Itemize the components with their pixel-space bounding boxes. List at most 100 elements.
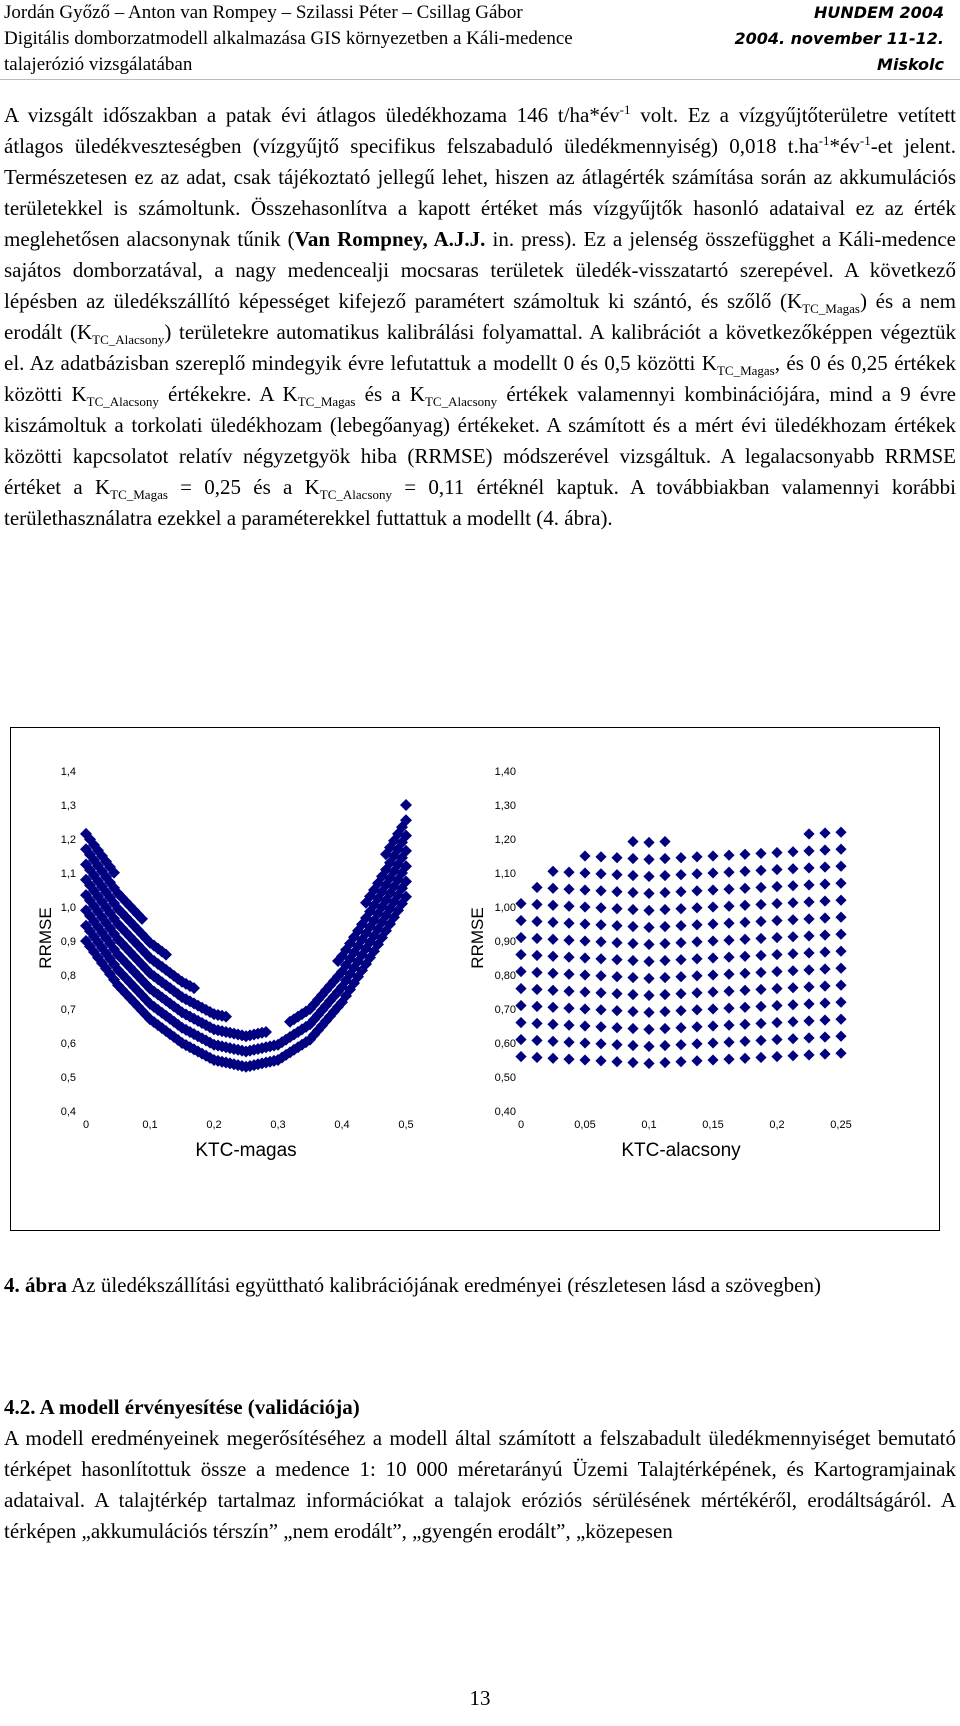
data-point	[770, 880, 784, 894]
data-point	[770, 1033, 784, 1047]
data-point	[690, 952, 704, 966]
data-point	[88, 838, 100, 851]
data-point	[834, 825, 848, 839]
data-point	[818, 996, 832, 1010]
data-point	[722, 967, 736, 981]
subscript: TC_Magas	[110, 487, 168, 503]
data-point	[802, 997, 816, 1011]
data-point	[834, 876, 848, 890]
data-point	[770, 931, 784, 945]
data-point	[722, 865, 736, 879]
data-point	[610, 1021, 624, 1035]
body-paragraph-1: A vizsgált időszakban a patak évi átlago…	[4, 100, 956, 534]
data-point	[188, 1012, 200, 1025]
y-tick-label: 0,40	[495, 1106, 516, 1118]
data-point	[706, 1053, 720, 1067]
data-point	[400, 829, 412, 842]
data-point	[834, 961, 848, 975]
data-point	[658, 886, 672, 899]
data-point	[690, 935, 704, 949]
data-point	[818, 911, 832, 925]
data-point	[706, 1002, 720, 1016]
data-point	[818, 843, 832, 857]
data-point	[658, 1039, 672, 1052]
data-point	[172, 1034, 184, 1047]
data-point	[818, 1047, 832, 1061]
data-point	[722, 933, 736, 947]
data-point	[530, 881, 544, 894]
data-point	[546, 881, 560, 895]
data-point	[610, 987, 624, 1001]
data-point	[642, 988, 656, 1002]
data-point	[372, 923, 384, 936]
text-run: és a K	[355, 382, 425, 406]
data-point	[546, 1051, 560, 1065]
data-point	[626, 1039, 640, 1052]
data-point	[200, 1019, 212, 1032]
data-point	[578, 951, 592, 965]
y-tick-label: 0,80	[495, 970, 516, 982]
data-point	[372, 907, 384, 920]
data-point	[84, 879, 96, 892]
data-point	[738, 1000, 752, 1014]
data-point	[786, 981, 800, 995]
data-point	[722, 882, 736, 896]
data-point	[594, 1003, 608, 1017]
text-run: A vizsgált időszakban a patak évi átlago…	[4, 103, 620, 127]
subscript: TC_Alacsony	[86, 394, 159, 410]
text-run: értékek valamennyi kombinációjára, mind …	[4, 382, 957, 499]
data-point	[674, 1038, 688, 1052]
data-point	[658, 971, 672, 984]
data-point	[546, 1034, 560, 1048]
data-point	[176, 1006, 188, 1019]
data-point	[530, 1000, 544, 1013]
data-point	[658, 988, 672, 1001]
data-point	[738, 1017, 752, 1031]
data-point	[164, 1012, 176, 1025]
y-tick-label: 0,9	[61, 936, 76, 948]
data-point	[610, 885, 624, 899]
data-point	[562, 933, 576, 947]
data-point	[594, 850, 608, 864]
data-point	[674, 1055, 688, 1069]
data-point	[690, 901, 704, 915]
y-axis-label: RRMSE	[36, 907, 55, 968]
data-point	[770, 965, 784, 979]
data-point	[738, 1051, 752, 1065]
data-point	[786, 947, 800, 961]
data-point	[160, 963, 172, 976]
data-point	[626, 971, 640, 984]
header-conference-date: 2004. november 11-12.	[734, 29, 944, 48]
data-point	[148, 970, 160, 983]
data-point	[92, 859, 104, 872]
data-point	[92, 951, 104, 964]
data-point	[300, 1020, 312, 1033]
data-point	[770, 1016, 784, 1030]
data-point	[144, 936, 156, 949]
data-point	[610, 1004, 624, 1018]
data-point	[514, 965, 528, 979]
data-point	[786, 1049, 800, 1063]
section-paragraph: A modell eredményeinek megerősítéséhez a…	[4, 1426, 956, 1543]
data-point	[690, 867, 704, 881]
data-point	[722, 899, 736, 913]
data-point	[786, 1032, 800, 1046]
text-run: volt. Ez a vízgyűjtőterületre vetített á…	[4, 103, 956, 158]
data-point	[396, 882, 408, 895]
data-point	[754, 864, 768, 877]
data-point	[706, 866, 720, 880]
x-axis-label: KTC-magas	[195, 1140, 296, 1161]
data-point	[738, 949, 752, 963]
data-point	[136, 928, 148, 941]
data-point	[642, 1056, 656, 1070]
data-point	[626, 920, 640, 933]
data-point	[754, 1051, 768, 1064]
data-point	[578, 883, 592, 897]
data-point	[642, 1022, 656, 1036]
data-point	[818, 860, 832, 874]
data-point	[770, 914, 784, 928]
data-point	[738, 915, 752, 929]
data-point	[120, 895, 132, 908]
data-point	[100, 947, 112, 960]
y-tick-label: 0,4	[61, 1106, 76, 1118]
